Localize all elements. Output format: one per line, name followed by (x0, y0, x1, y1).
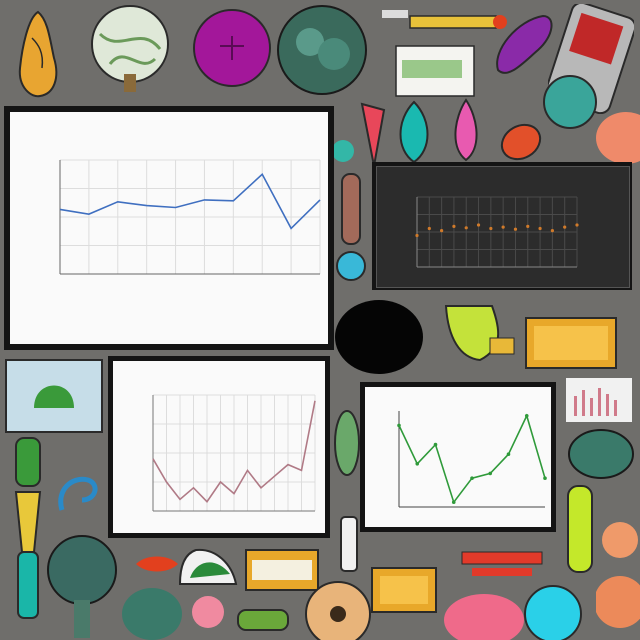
green-chart-panel (360, 382, 556, 532)
broccoli-icon (277, 5, 367, 95)
data-point (575, 223, 579, 227)
data-point (440, 229, 444, 233)
onion-icon (335, 300, 423, 374)
data-point (470, 476, 474, 480)
tomato-icon (596, 112, 640, 164)
onion-icon (193, 9, 271, 87)
data-point (563, 225, 567, 229)
middle-chart-panel (108, 356, 330, 538)
cutting-board-icon (566, 378, 632, 422)
data-point (506, 452, 511, 456)
tomato-icon (444, 594, 524, 640)
data-point (526, 224, 530, 228)
data-point (524, 414, 529, 418)
spoon-icon (58, 476, 98, 511)
cauliflower-icon (91, 5, 169, 92)
data-point (415, 233, 419, 238)
data-point (476, 223, 481, 227)
data-point (543, 476, 547, 480)
zucchini-icon (237, 609, 289, 631)
cutting-board-icon (371, 567, 437, 613)
pot-icon (543, 75, 597, 129)
data-point (550, 229, 554, 233)
data-point (415, 462, 420, 466)
cutting-board-icon (245, 549, 319, 591)
series-line (398, 413, 546, 504)
tomato-icon (596, 576, 640, 628)
data-point (433, 442, 438, 447)
pepper-icon (461, 551, 543, 576)
cauliflower-icon (5, 359, 103, 433)
dark-scatter-chart (415, 196, 579, 268)
onion-icon (305, 581, 371, 640)
tomato-icon (602, 522, 638, 558)
melon-icon (122, 588, 182, 640)
leaf-icon (178, 548, 238, 585)
data-point (452, 224, 456, 228)
broccoli-icon (47, 535, 117, 638)
pepper-icon (136, 556, 178, 572)
tomato-icon (192, 596, 224, 628)
dark-chart-panel (372, 162, 632, 290)
data-point (538, 226, 542, 231)
main-line-chart (59, 159, 321, 275)
melon-icon (568, 429, 634, 479)
spoon-icon (409, 15, 507, 29)
series-line (152, 400, 316, 503)
carrot-icon (336, 173, 366, 281)
green-line-chart (397, 411, 547, 508)
data-point (489, 226, 493, 231)
zucchini-icon (567, 485, 593, 573)
middle-line-chart (152, 394, 316, 512)
data-point (397, 423, 401, 428)
spoon-icon (340, 516, 358, 572)
cutting-board-icon (525, 317, 617, 369)
pepper-icon (444, 305, 515, 362)
pepper-icon (360, 102, 386, 167)
eggplant-icon (496, 14, 553, 74)
pot-icon (524, 585, 582, 640)
data-point (451, 500, 456, 504)
data-point (501, 225, 505, 229)
spoon-icon (382, 10, 408, 18)
cutting-board-icon (395, 45, 475, 97)
data-point (427, 226, 431, 231)
zucchini-icon (334, 410, 360, 476)
pepper-icon (454, 98, 478, 162)
leaf-icon (399, 100, 429, 164)
carrot-icon (14, 437, 42, 619)
series-line (59, 172, 321, 230)
tomato-icon (500, 123, 542, 161)
data-point (464, 226, 468, 230)
pear-icon (18, 10, 58, 98)
zucchini-icon (332, 140, 354, 162)
main-chart-panel (4, 106, 334, 350)
data-point (488, 471, 493, 476)
data-point (513, 227, 518, 231)
